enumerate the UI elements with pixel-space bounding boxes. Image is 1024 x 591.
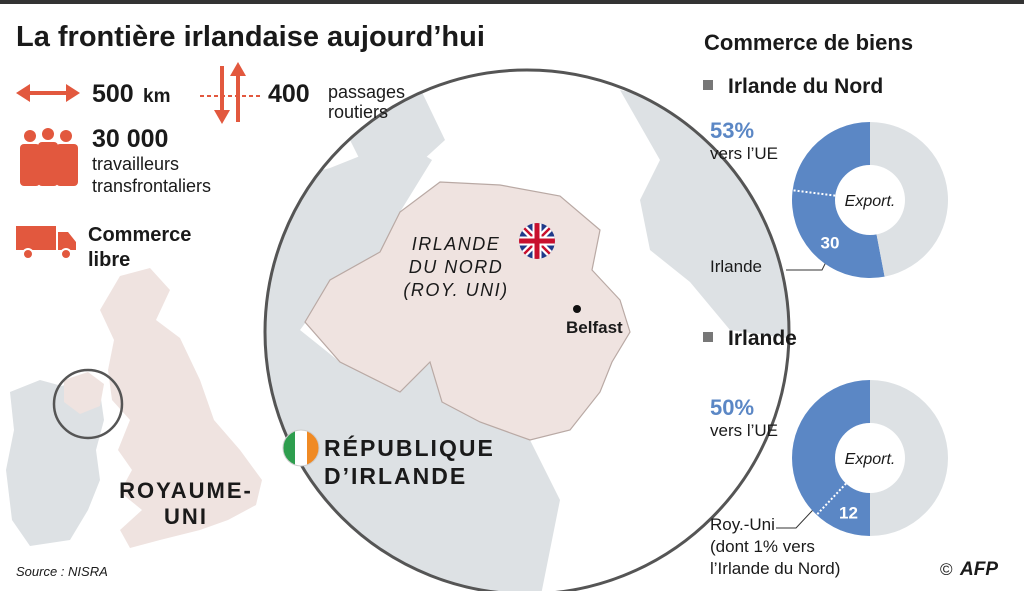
- title-bullet: [703, 332, 713, 342]
- credit: AFP: [959, 559, 998, 580]
- title-bullet: [703, 80, 713, 90]
- stat-label: passages: [328, 82, 405, 102]
- category-label: vers l’UE: [710, 144, 778, 163]
- split-label: (dont 1% vers: [710, 537, 815, 556]
- title: La frontière irlandaise aujourd’hui: [16, 21, 485, 53]
- center-label: Export.: [845, 451, 896, 468]
- category-label: vers l’UE: [710, 421, 778, 440]
- chart-title: Irlande: [728, 327, 797, 350]
- map-label: UNI: [164, 504, 208, 529]
- stat-label: Commerce: [88, 224, 191, 246]
- stat-value: 30 000: [92, 125, 168, 153]
- split-value: 12: [839, 503, 858, 522]
- donut-hole: [835, 165, 905, 235]
- stat-unit: km: [143, 86, 170, 107]
- overview-map: [6, 268, 262, 548]
- split-line: [792, 189, 836, 197]
- map-label: RÉPUBLIQUE: [324, 434, 495, 461]
- stat-label: libre: [88, 249, 130, 271]
- pie-segment: [870, 122, 949, 277]
- icons: [16, 62, 262, 260]
- map-label: DU NORD: [409, 257, 504, 277]
- map-label: IRLANDE: [412, 234, 501, 254]
- map-label: (ROY. UNI): [403, 280, 508, 300]
- chart-title: Irlande du Nord: [728, 75, 883, 98]
- value-label: 53%: [710, 118, 754, 143]
- stat-label: travailleurs: [92, 154, 179, 174]
- pie-segment: [792, 380, 870, 536]
- top-bar: [0, 0, 1024, 4]
- stat-label: transfrontaliers: [92, 176, 211, 196]
- value-label: 50%: [710, 395, 754, 420]
- pie-segment: [870, 380, 948, 536]
- stat-label: routiers: [328, 102, 388, 122]
- center-label: Export.: [845, 193, 896, 210]
- map-label: D’IRLANDE: [324, 463, 467, 489]
- split-label: l’Irlande du Nord): [710, 559, 840, 578]
- stat-value: 500: [92, 80, 134, 108]
- split-value: 30: [820, 234, 839, 253]
- split-label: Irlande: [710, 257, 762, 276]
- panel-title: Commerce de biens: [704, 30, 913, 55]
- map-label: ROYAUME-: [119, 478, 253, 503]
- split-label: Roy.-Uni: [710, 515, 775, 534]
- credit-symbol: ©: [940, 560, 953, 579]
- donut-hole: [835, 423, 905, 493]
- stat-value: 400: [268, 80, 310, 108]
- source: Source : NISRA: [16, 564, 108, 579]
- split-line: [815, 482, 847, 516]
- city-label: Belfast: [566, 318, 623, 337]
